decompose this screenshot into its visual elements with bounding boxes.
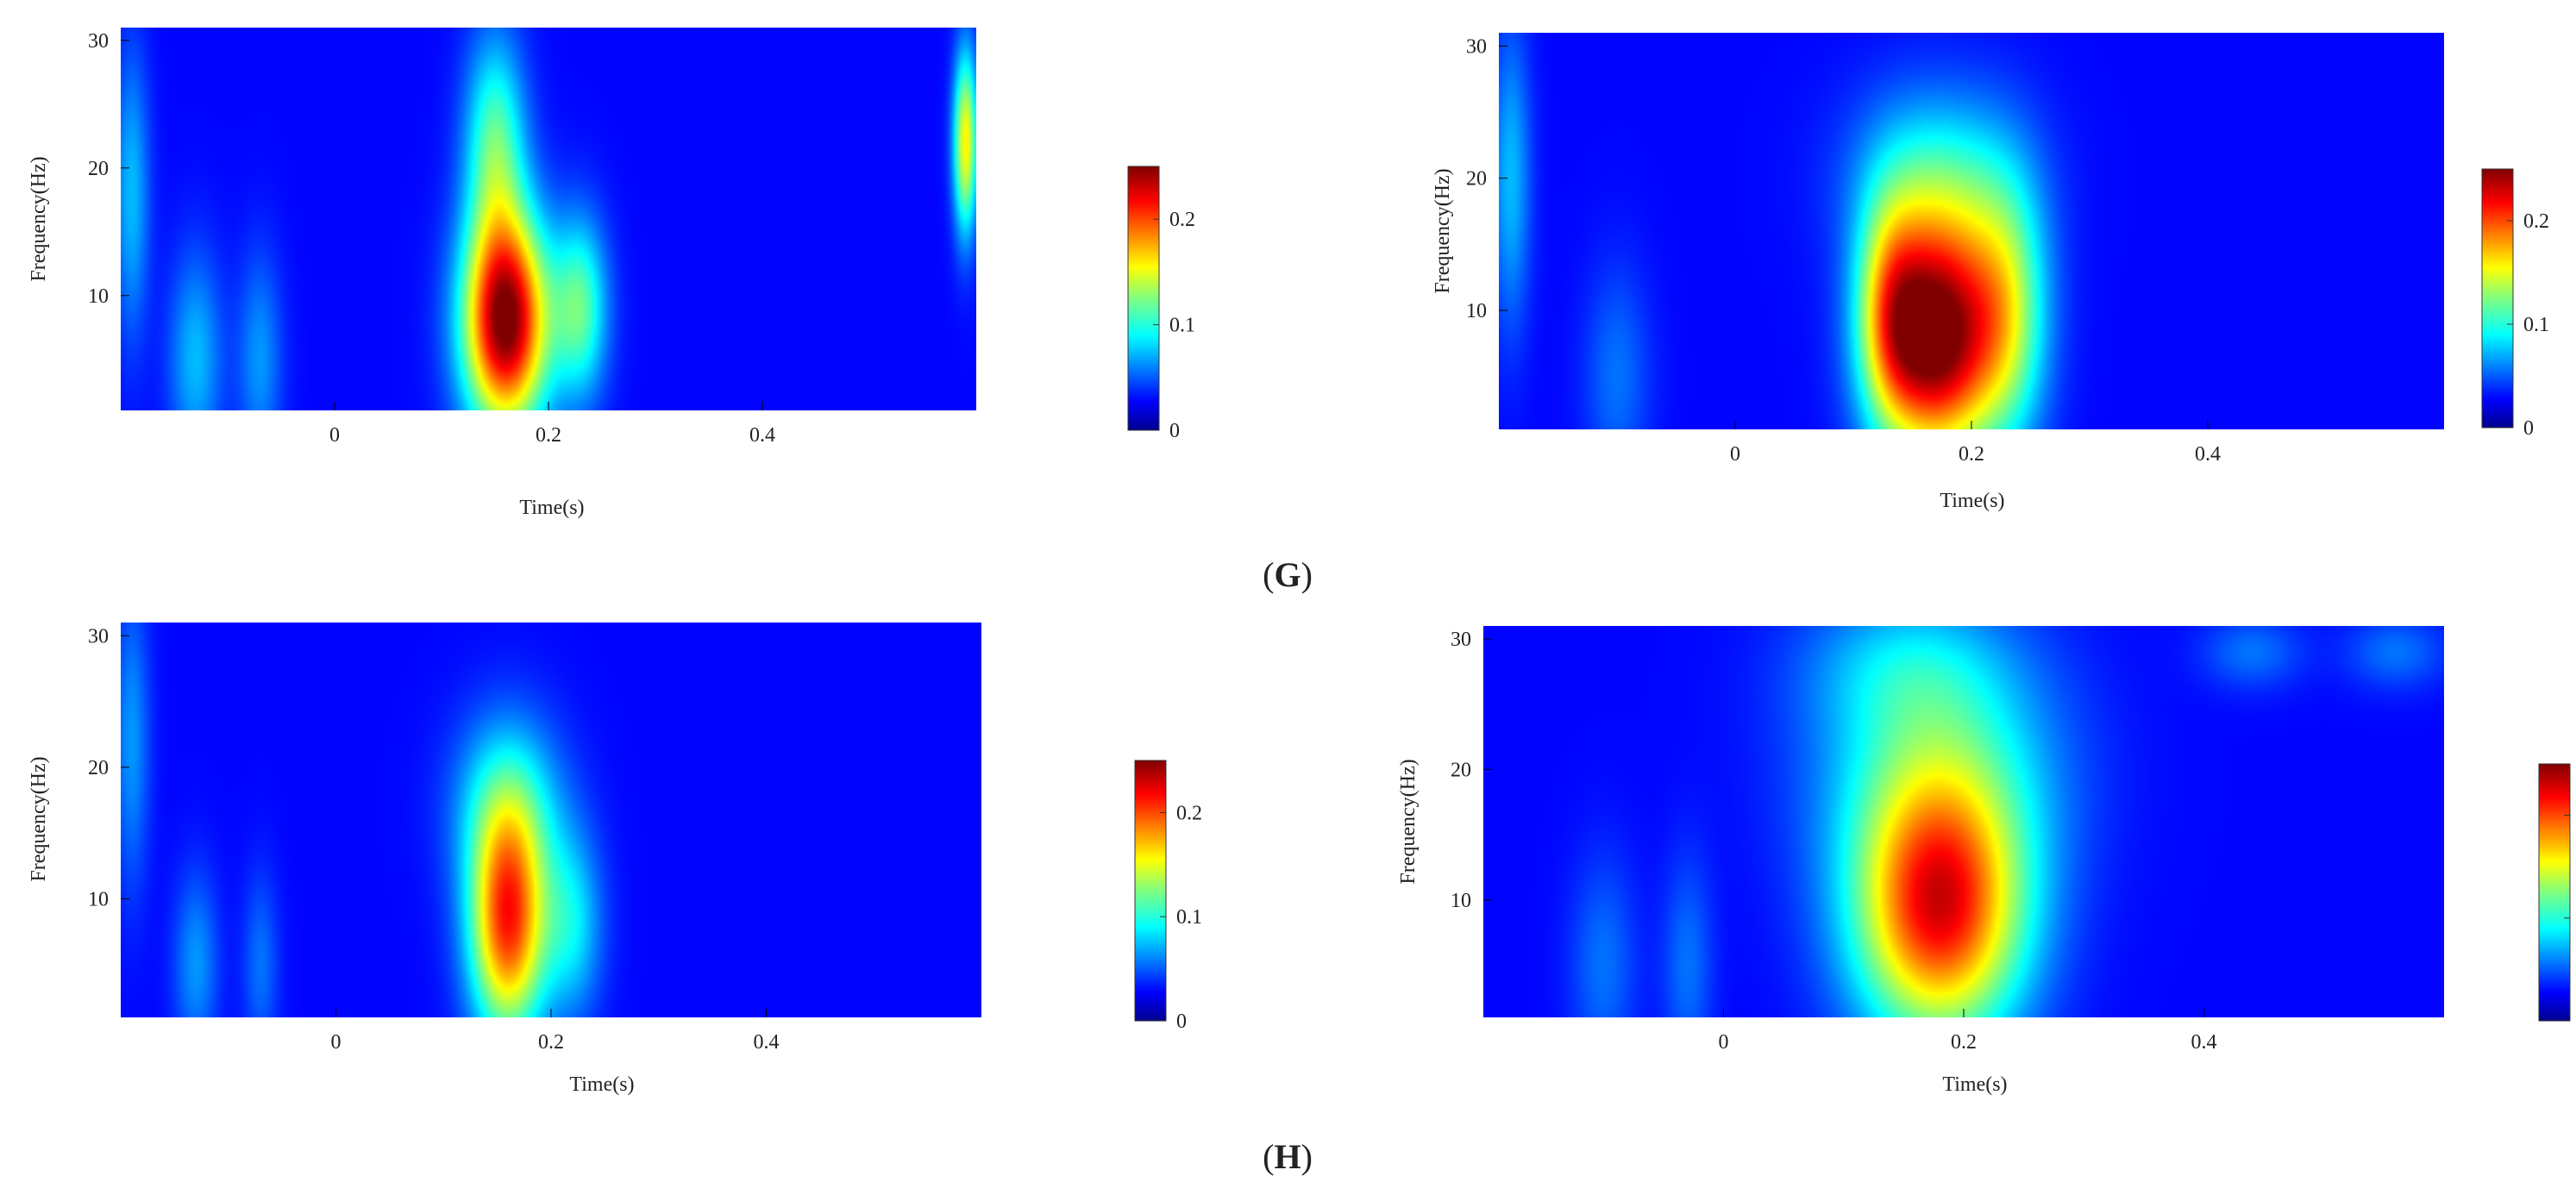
- y-tick-label: 30: [88, 625, 109, 648]
- x-axis-label: Time(s): [569, 1073, 634, 1096]
- x-axis-label: Time(s): [1942, 1073, 2007, 1096]
- y-tick-label: 20: [88, 757, 109, 779]
- y-axis-label: Frequency(Hz): [1432, 168, 1454, 293]
- x-tick-label: 0: [1730, 443, 1740, 466]
- y-axis-label: Frequency(Hz): [1397, 759, 1420, 884]
- x-axis-label: Time(s): [519, 497, 584, 519]
- y-tick-label: 20: [1466, 168, 1487, 191]
- colorbar-tick-label: 0.1: [1169, 315, 1195, 337]
- x-tick-label: 0.4: [749, 424, 775, 447]
- y-tick-label: 20: [1451, 759, 1471, 781]
- colorbar-tick-label: 0.2: [1176, 802, 1202, 824]
- colorbar-tick-label: 0: [1176, 1010, 1187, 1033]
- colorbar: [2481, 168, 2514, 429]
- colorbar-tick-label: 0.1: [2523, 314, 2549, 336]
- heatmap-image: [121, 28, 976, 410]
- y-tick-label: 10: [88, 285, 109, 308]
- y-axis-label: Frequency(Hz): [28, 756, 50, 881]
- x-tick-label: 0.2: [538, 1031, 564, 1054]
- colorbar: [2538, 763, 2571, 1022]
- y-tick-label: 30: [1451, 629, 1471, 651]
- y-tick-label: 20: [88, 158, 109, 180]
- heatmap-image: [121, 623, 981, 1017]
- x-tick-label: 0.4: [754, 1031, 780, 1054]
- panel-caption-h: (H): [1263, 1137, 1313, 1176]
- x-tick-label: 0.2: [1951, 1031, 1977, 1054]
- colorbar: [1127, 166, 1160, 431]
- y-tick-label: 30: [88, 30, 109, 53]
- spectrogram-panel-g-right: 0 0.2 0.4 10 20 30 Time(s) Frequency(Hz) 0 0.1 0.2: [1432, 33, 2549, 512]
- colorbar-tick-label: 0.2: [1169, 209, 1195, 231]
- colorbar: [1134, 760, 1167, 1022]
- x-axis-label: Time(s): [1940, 490, 2004, 512]
- x-tick-label: 0.2: [1959, 443, 1984, 466]
- y-tick-label: 10: [88, 889, 109, 911]
- colorbar-tick-label: 0.1: [1176, 906, 1202, 929]
- spectrogram-panel-g-left: 0 0.2 0.4 10 20 30 Time(s) Frequency(Hz) 0 0.1 0.2: [28, 28, 1195, 519]
- colorbar-tick-label: 0: [2523, 417, 2534, 440]
- x-tick-label: 0: [329, 424, 340, 447]
- panel-caption-g: (G): [1263, 555, 1313, 594]
- x-tick-label: 0.4: [2195, 443, 2221, 466]
- colorbar-tick-label: 0: [1169, 420, 1180, 442]
- heatmap-image: [1483, 626, 2444, 1017]
- spectrogram-panel-h-left: 0 0.2 0.4 10 20 30 Time(s) Frequency(Hz) 0 0.1 0.2: [28, 623, 1202, 1096]
- y-tick-label: 30: [1466, 35, 1487, 58]
- x-tick-label: 0: [1719, 1031, 1729, 1054]
- y-tick-label: 10: [1451, 890, 1471, 912]
- heatmap-image: [1499, 33, 2444, 429]
- x-tick-label: 0.4: [2191, 1031, 2217, 1054]
- x-tick-label: 0.2: [536, 424, 561, 447]
- colorbar-tick-label: 0.2: [2523, 210, 2549, 233]
- y-axis-label: Frequency(Hz): [28, 156, 50, 281]
- x-tick-label: 0: [331, 1031, 342, 1054]
- y-tick-label: 10: [1466, 300, 1487, 322]
